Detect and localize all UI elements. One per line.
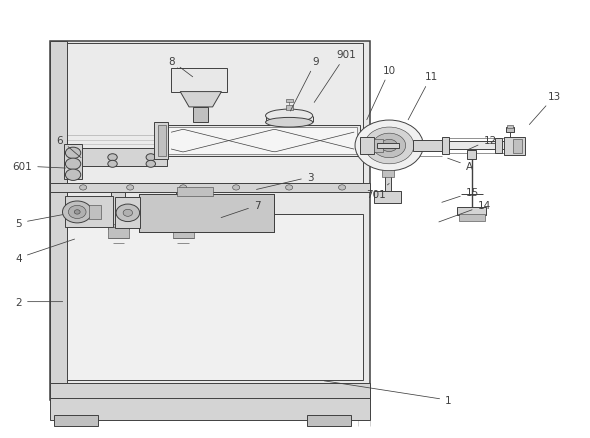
Text: 9: 9 (290, 57, 319, 112)
Text: 6: 6 (57, 135, 81, 158)
Circle shape (108, 161, 117, 168)
Text: 2: 2 (15, 297, 63, 307)
Bar (176, 193, 190, 228)
Bar (67, 149, 168, 166)
Bar (159, 126, 166, 157)
Circle shape (339, 185, 346, 191)
Bar (65, 196, 113, 228)
Bar (504, 138, 525, 155)
Bar (116, 198, 140, 229)
Circle shape (65, 170, 81, 181)
Bar (50, 42, 371, 400)
Bar (467, 150, 476, 159)
Bar (193, 108, 208, 123)
Bar (166, 126, 360, 157)
Bar (50, 183, 371, 193)
Bar (171, 68, 227, 92)
Circle shape (146, 161, 156, 168)
Bar (89, 206, 101, 219)
Circle shape (65, 159, 81, 170)
Bar (108, 228, 129, 239)
Circle shape (74, 210, 80, 215)
Circle shape (232, 185, 240, 191)
Circle shape (63, 201, 92, 223)
Circle shape (373, 134, 406, 158)
Ellipse shape (266, 118, 313, 128)
Circle shape (80, 185, 87, 191)
Circle shape (146, 154, 156, 161)
Text: 11: 11 (408, 72, 438, 120)
Circle shape (286, 185, 293, 191)
Polygon shape (180, 92, 221, 108)
Bar (378, 144, 399, 149)
Circle shape (355, 121, 423, 171)
Text: 12: 12 (468, 135, 497, 150)
Circle shape (68, 206, 86, 219)
Bar (57, 44, 363, 188)
Text: 13: 13 (529, 92, 561, 125)
Text: 601: 601 (12, 162, 65, 172)
Circle shape (365, 128, 414, 164)
Bar (385, 146, 391, 193)
Text: 7: 7 (221, 201, 260, 218)
Text: 701: 701 (366, 184, 389, 200)
Bar (513, 140, 522, 153)
Text: 4: 4 (15, 240, 74, 263)
Bar (458, 215, 484, 221)
Bar (172, 225, 194, 230)
Bar (50, 42, 67, 400)
Circle shape (179, 185, 186, 191)
Bar (57, 215, 363, 381)
Circle shape (108, 154, 117, 161)
Bar (54, 416, 98, 426)
Bar (64, 145, 82, 180)
Text: 3: 3 (257, 173, 313, 190)
Bar (139, 195, 274, 232)
Bar (442, 138, 449, 154)
Text: 1: 1 (324, 381, 452, 405)
Text: 901: 901 (314, 50, 356, 103)
Bar (360, 138, 375, 154)
Circle shape (73, 154, 82, 161)
Ellipse shape (266, 110, 313, 123)
Bar (286, 99, 293, 103)
Bar (495, 139, 502, 153)
Text: 10: 10 (367, 66, 396, 120)
Circle shape (73, 161, 82, 168)
Bar (413, 141, 445, 151)
Bar (442, 139, 507, 153)
Circle shape (123, 210, 133, 217)
Bar (506, 128, 514, 133)
Bar (442, 142, 507, 150)
Text: 5: 5 (15, 215, 63, 228)
Text: 14: 14 (439, 201, 491, 223)
Bar (50, 398, 371, 420)
Bar (375, 191, 401, 204)
Bar (177, 187, 212, 196)
Circle shape (381, 140, 398, 152)
Bar (50, 383, 371, 400)
Text: 15: 15 (442, 188, 479, 203)
Circle shape (127, 185, 134, 191)
Bar (169, 128, 357, 154)
Bar (154, 123, 169, 160)
Bar (375, 140, 384, 152)
Bar (112, 193, 126, 228)
Bar (286, 106, 293, 111)
Bar (139, 195, 274, 232)
Bar (457, 208, 486, 215)
Bar (307, 416, 351, 426)
Circle shape (65, 148, 81, 159)
Circle shape (116, 205, 140, 222)
Text: A: A (448, 159, 473, 172)
Bar (108, 225, 129, 230)
Text: 8: 8 (169, 57, 193, 78)
Bar (507, 126, 513, 129)
Bar (172, 228, 194, 239)
Bar (382, 171, 394, 177)
